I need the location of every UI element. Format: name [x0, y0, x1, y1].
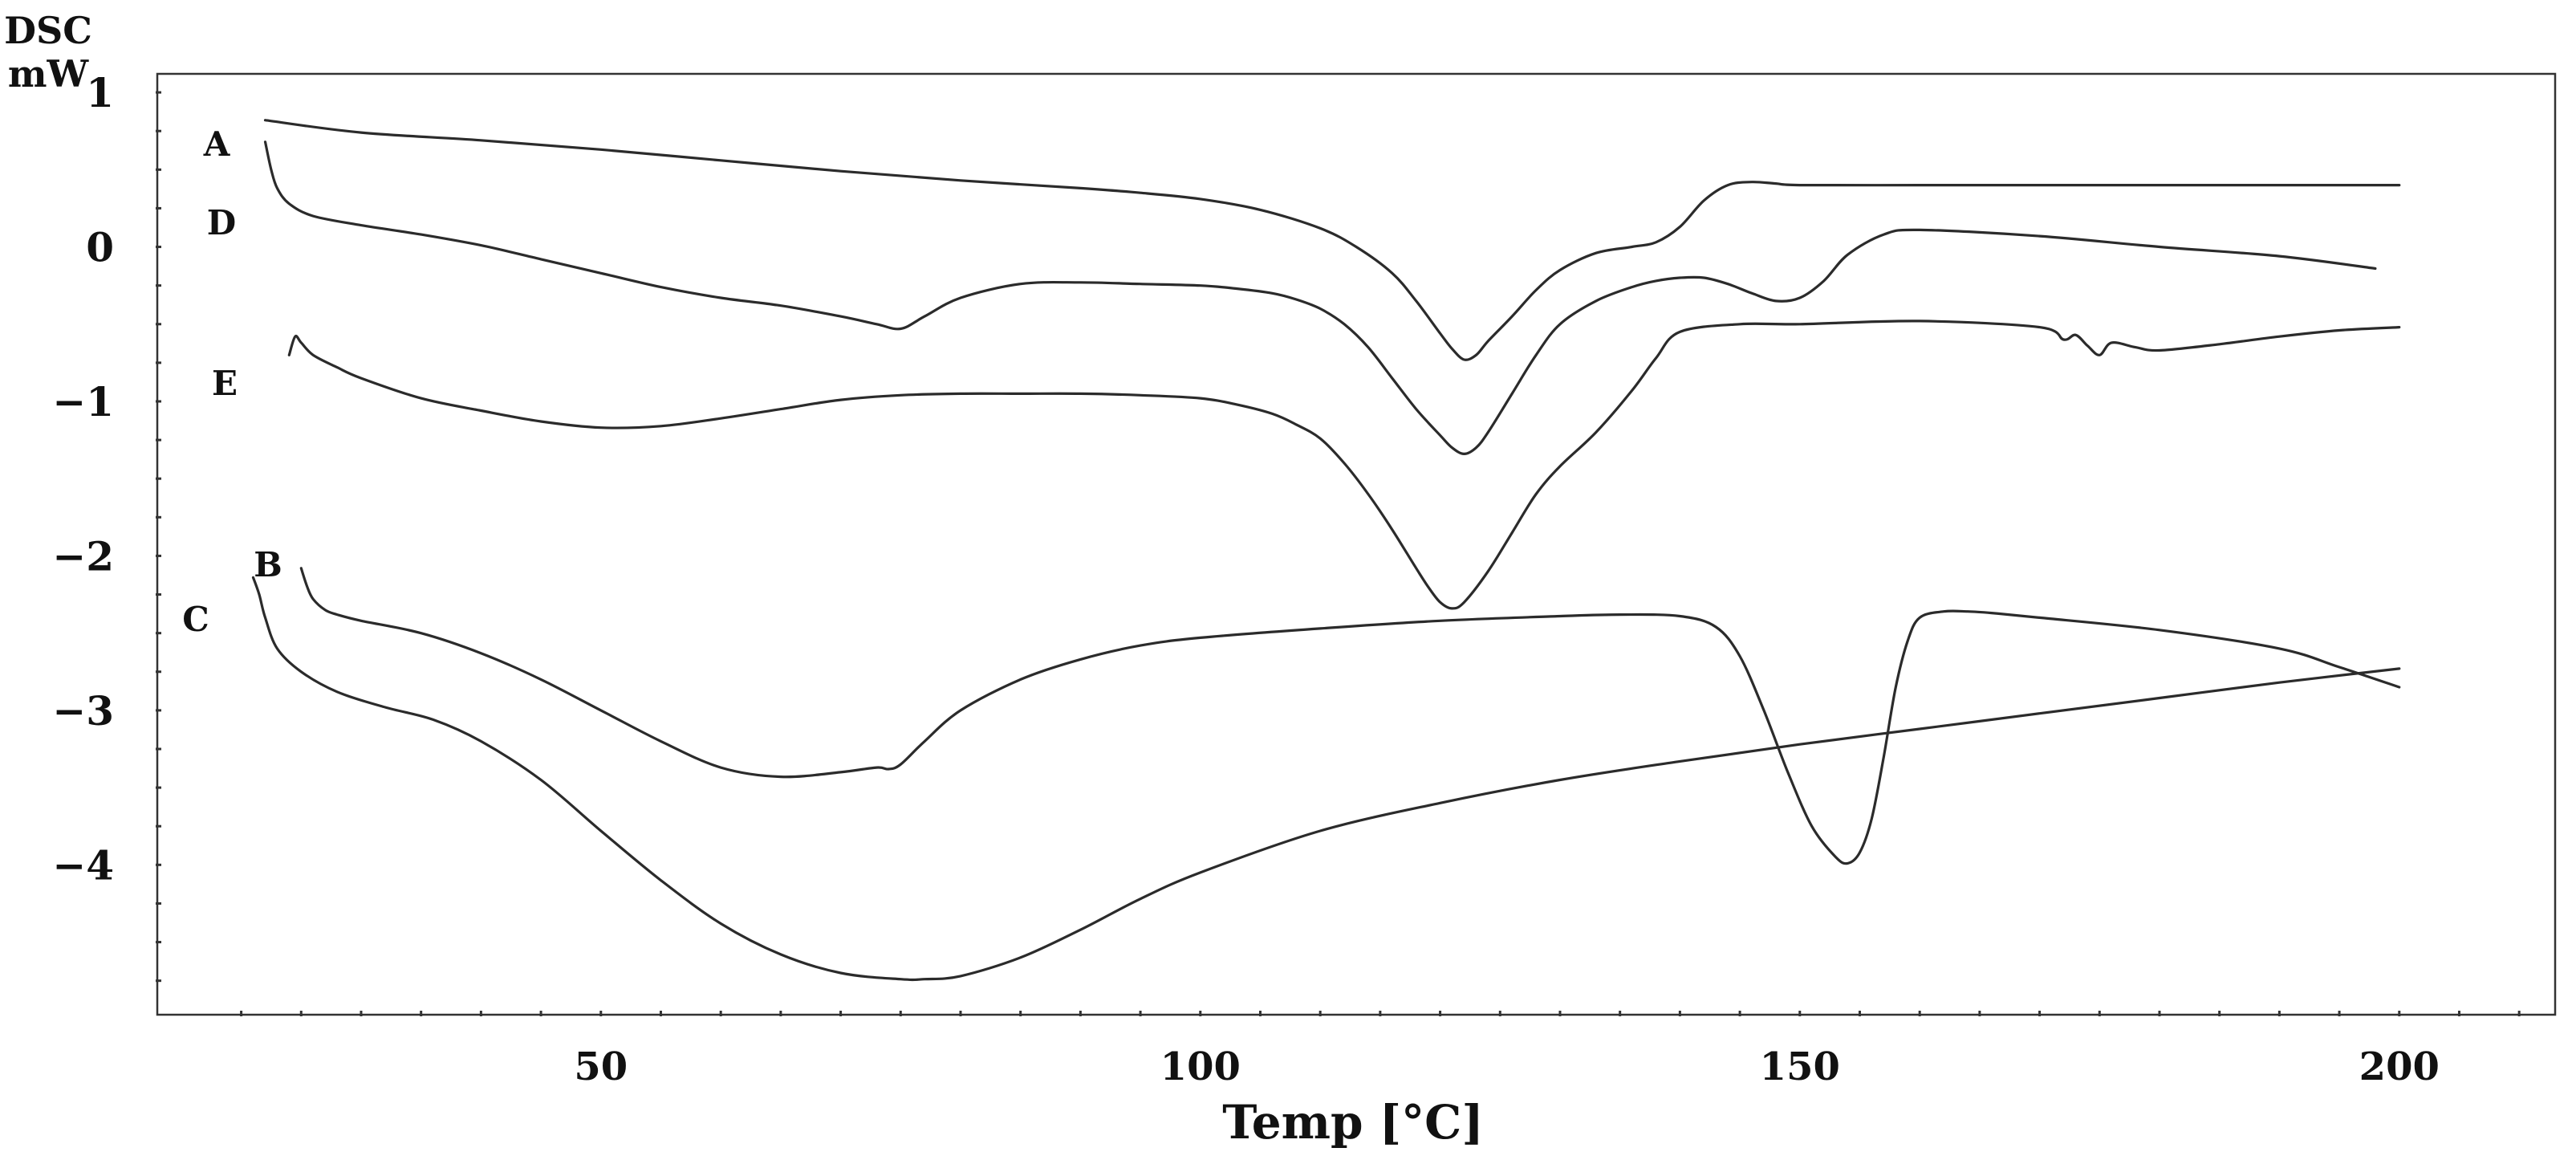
series-label-B: B	[254, 545, 282, 584]
series-C-line	[251, 576, 2401, 982]
series-E-line	[287, 320, 2401, 610]
series-label-A: A	[203, 124, 231, 164]
y-tick-label: −1	[52, 378, 114, 425]
series-label-D: D	[207, 203, 236, 242]
y-axis-title-line1: DSC	[4, 9, 92, 52]
series-B-line	[299, 567, 2401, 865]
x-tick-label: 50	[574, 1044, 628, 1089]
plot-frame	[156, 72, 2557, 1016]
series-label-C: C	[182, 600, 209, 639]
y-tick-label: −4	[52, 841, 114, 889]
y-tick-label: 0	[86, 224, 114, 271]
series-label-E: E	[212, 364, 238, 403]
series-labels: AD E B C	[182, 124, 282, 639]
y-tick-label: −2	[52, 532, 114, 580]
series-A-line	[263, 119, 2401, 361]
x-tick-label: 200	[2359, 1044, 2440, 1089]
axis-ticks: 50 100 150 200 1 0 −1 −2 −3 −4	[52, 69, 2521, 1089]
x-axis-title: Temp [°C]	[1222, 1095, 1484, 1150]
series-curves	[251, 119, 2401, 982]
y-axis-title-line2: mW	[8, 52, 90, 96]
y-tick-label: 1	[86, 69, 114, 116]
x-tick-label: 150	[1760, 1044, 1840, 1089]
y-tick-label: −3	[52, 687, 114, 735]
series-D-line	[263, 140, 2377, 455]
x-tick-label: 100	[1160, 1044, 1241, 1089]
